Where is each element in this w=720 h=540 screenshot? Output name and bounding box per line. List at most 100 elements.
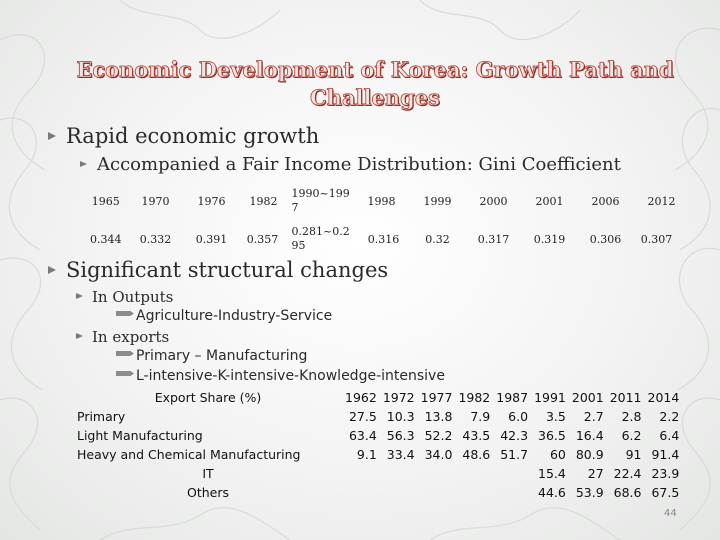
gini-year-cell: 1965	[91, 194, 120, 208]
export-value-cell: 67.5	[651, 485, 680, 500]
bullet-text: Accompanied a Fair Income Distribution: …	[97, 154, 621, 175]
export-value-cell: 63.4	[348, 428, 377, 443]
gini-value-cell: 0.317	[477, 232, 510, 246]
bullet-structural-changes: Significant structural changes	[48, 258, 388, 282]
gini-year-cell: 1998	[367, 194, 396, 208]
export-value-cell	[380, 464, 418, 483]
export-value-cell: 51.7	[500, 447, 529, 462]
gini-value-cell: 0.281~0.295	[291, 225, 350, 252]
gini-value-cell: 0.344	[90, 232, 122, 246]
bullet-exports: In exports	[76, 328, 169, 346]
export-value-cell: 13.8	[424, 409, 453, 424]
export-row-label: Heavy and Chemical Manufacturing	[77, 447, 301, 462]
export-value-cell: 2.8	[621, 409, 642, 424]
export-year-cell: 2014	[647, 390, 680, 405]
export-year-cell: 1991	[534, 390, 566, 405]
gini-year-cell: 2001	[535, 194, 564, 208]
export-row-heavy-chemical: Heavy and Chemical Manufacturing 9.1 33.…	[74, 445, 682, 464]
gini-value-cell: 0.306	[589, 232, 622, 246]
gini-value-cell: 0.32	[425, 232, 450, 246]
bullet-arrow-icon	[48, 266, 56, 274]
export-value-cell	[342, 483, 380, 502]
export-value-cell: 34.0	[424, 447, 453, 462]
bullet-arrow-icon	[76, 293, 83, 299]
gini-year-cell: 2012	[647, 194, 676, 208]
bullet-text: Primary – Manufacturing	[136, 348, 308, 364]
bullet-arrow-icon	[80, 161, 87, 167]
export-value-cell	[493, 483, 531, 502]
bullet-exports-detail-2: L-intensive-K-intensive-Knowledge-intens…	[116, 368, 445, 384]
gini-value-cell: 0.332	[139, 232, 172, 246]
export-value-cell: 6.0	[508, 409, 529, 424]
bullet-text: In exports	[92, 328, 170, 346]
export-value-cell: 48.6	[462, 447, 491, 462]
gini-year-cell: 2000	[479, 194, 508, 208]
export-share-table: Export Share (%) 1962 1972 1977 1982 198…	[74, 388, 682, 502]
export-value-cell: 52.2	[424, 428, 453, 443]
export-value-cell: 91.4	[651, 447, 680, 462]
export-value-cell: 2.2	[659, 409, 680, 424]
export-value-cell: 91	[625, 447, 642, 462]
export-year-cell: 1972	[382, 390, 415, 405]
export-value-cell	[455, 483, 493, 502]
bullet-arrow-icon	[48, 132, 56, 140]
bullet-outputs-detail: Agriculture-Industry-Service	[116, 308, 332, 324]
gini-year-cell: 1970	[141, 194, 170, 208]
export-year-cell: 1982	[458, 390, 491, 405]
export-value-cell	[342, 464, 380, 483]
bullet-text: Agriculture-Industry-Service	[136, 308, 333, 324]
bullet-gini-intro: Accompanied a Fair Income Distribution: …	[80, 154, 621, 175]
export-value-cell: 7.9	[470, 409, 491, 424]
slide-title: Economic Development of Korea: Growth Pa…	[76, 57, 674, 111]
export-value-cell: 36.5	[538, 428, 566, 443]
export-value-cell	[418, 483, 456, 502]
export-value-cell	[380, 483, 418, 502]
gini-year-cell: 1999	[423, 194, 452, 208]
bullet-exports-detail-1: Primary – Manufacturing	[116, 348, 307, 364]
export-value-cell: 42.3	[500, 428, 529, 443]
gini-value-cell: 0.316	[367, 232, 400, 246]
export-row-others: Others 44.6 53.9 68.6 67.5	[74, 483, 682, 502]
export-value-cell: 56.3	[386, 428, 415, 443]
gini-value-cell: 0.357	[246, 232, 279, 246]
export-value-cell	[493, 464, 531, 483]
gini-value-cell: 0.307	[640, 232, 673, 246]
export-value-cell: 3.5	[545, 409, 566, 424]
export-year-cell: 2011	[609, 390, 642, 405]
gini-years-row: 1965 1970 1976 1982 1990~1997 1998 1999 …	[84, 182, 680, 220]
gini-table: 1965 1970 1976 1982 1990~1997 1998 1999 …	[84, 182, 680, 258]
export-row-primary: Primary 27.5 10.3 13.8 7.9 6.0 3.5 2.7 2…	[74, 407, 682, 426]
bullet-marker-icon	[116, 311, 134, 316]
export-value-cell: 27.5	[348, 409, 377, 424]
export-row-light-manufacturing: Light Manufacturing 63.4 56.3 52.2 43.5 …	[74, 426, 682, 445]
export-row-label: Primary	[77, 409, 126, 424]
export-value-cell: 53.9	[575, 485, 604, 500]
export-value-cell	[455, 464, 493, 483]
export-value-cell: 33.4	[386, 447, 415, 462]
export-value-cell: 23.9	[651, 466, 680, 481]
export-value-cell: 9.1	[356, 447, 377, 462]
export-value-cell: 15.4	[538, 466, 566, 481]
page-number: 44	[664, 508, 677, 519]
export-value-cell: 22.4	[613, 466, 642, 481]
gini-year-cell: 1976	[197, 194, 226, 208]
gini-year-cell: 1982	[249, 194, 278, 208]
gini-value-cell: 0.391	[195, 232, 228, 246]
export-row-label: Light Manufacturing	[77, 428, 203, 443]
gini-values-row: 0.344 0.332 0.391 0.357 0.281~0.295 0.31…	[84, 220, 680, 258]
export-value-cell: 6.4	[659, 428, 680, 443]
export-value-cell: 27	[587, 466, 604, 481]
export-value-cell: 10.3	[386, 409, 415, 424]
bullet-marker-icon	[116, 371, 134, 376]
export-value-cell: 2.7	[583, 409, 604, 424]
export-value-cell: 80.9	[575, 447, 604, 462]
bullet-text: Significant structural changes	[66, 258, 389, 282]
export-value-cell: 6.2	[621, 428, 642, 443]
export-value-cell: 16.4	[575, 428, 604, 443]
export-header-label: Export Share (%)	[154, 390, 262, 405]
gini-value-cell: 0.319	[533, 232, 566, 246]
bullet-text: Rapid economic growth	[66, 124, 320, 148]
export-year-cell: 2001	[571, 390, 604, 405]
gini-year-cell: 2006	[591, 194, 620, 208]
export-value-cell: 68.6	[613, 485, 642, 500]
